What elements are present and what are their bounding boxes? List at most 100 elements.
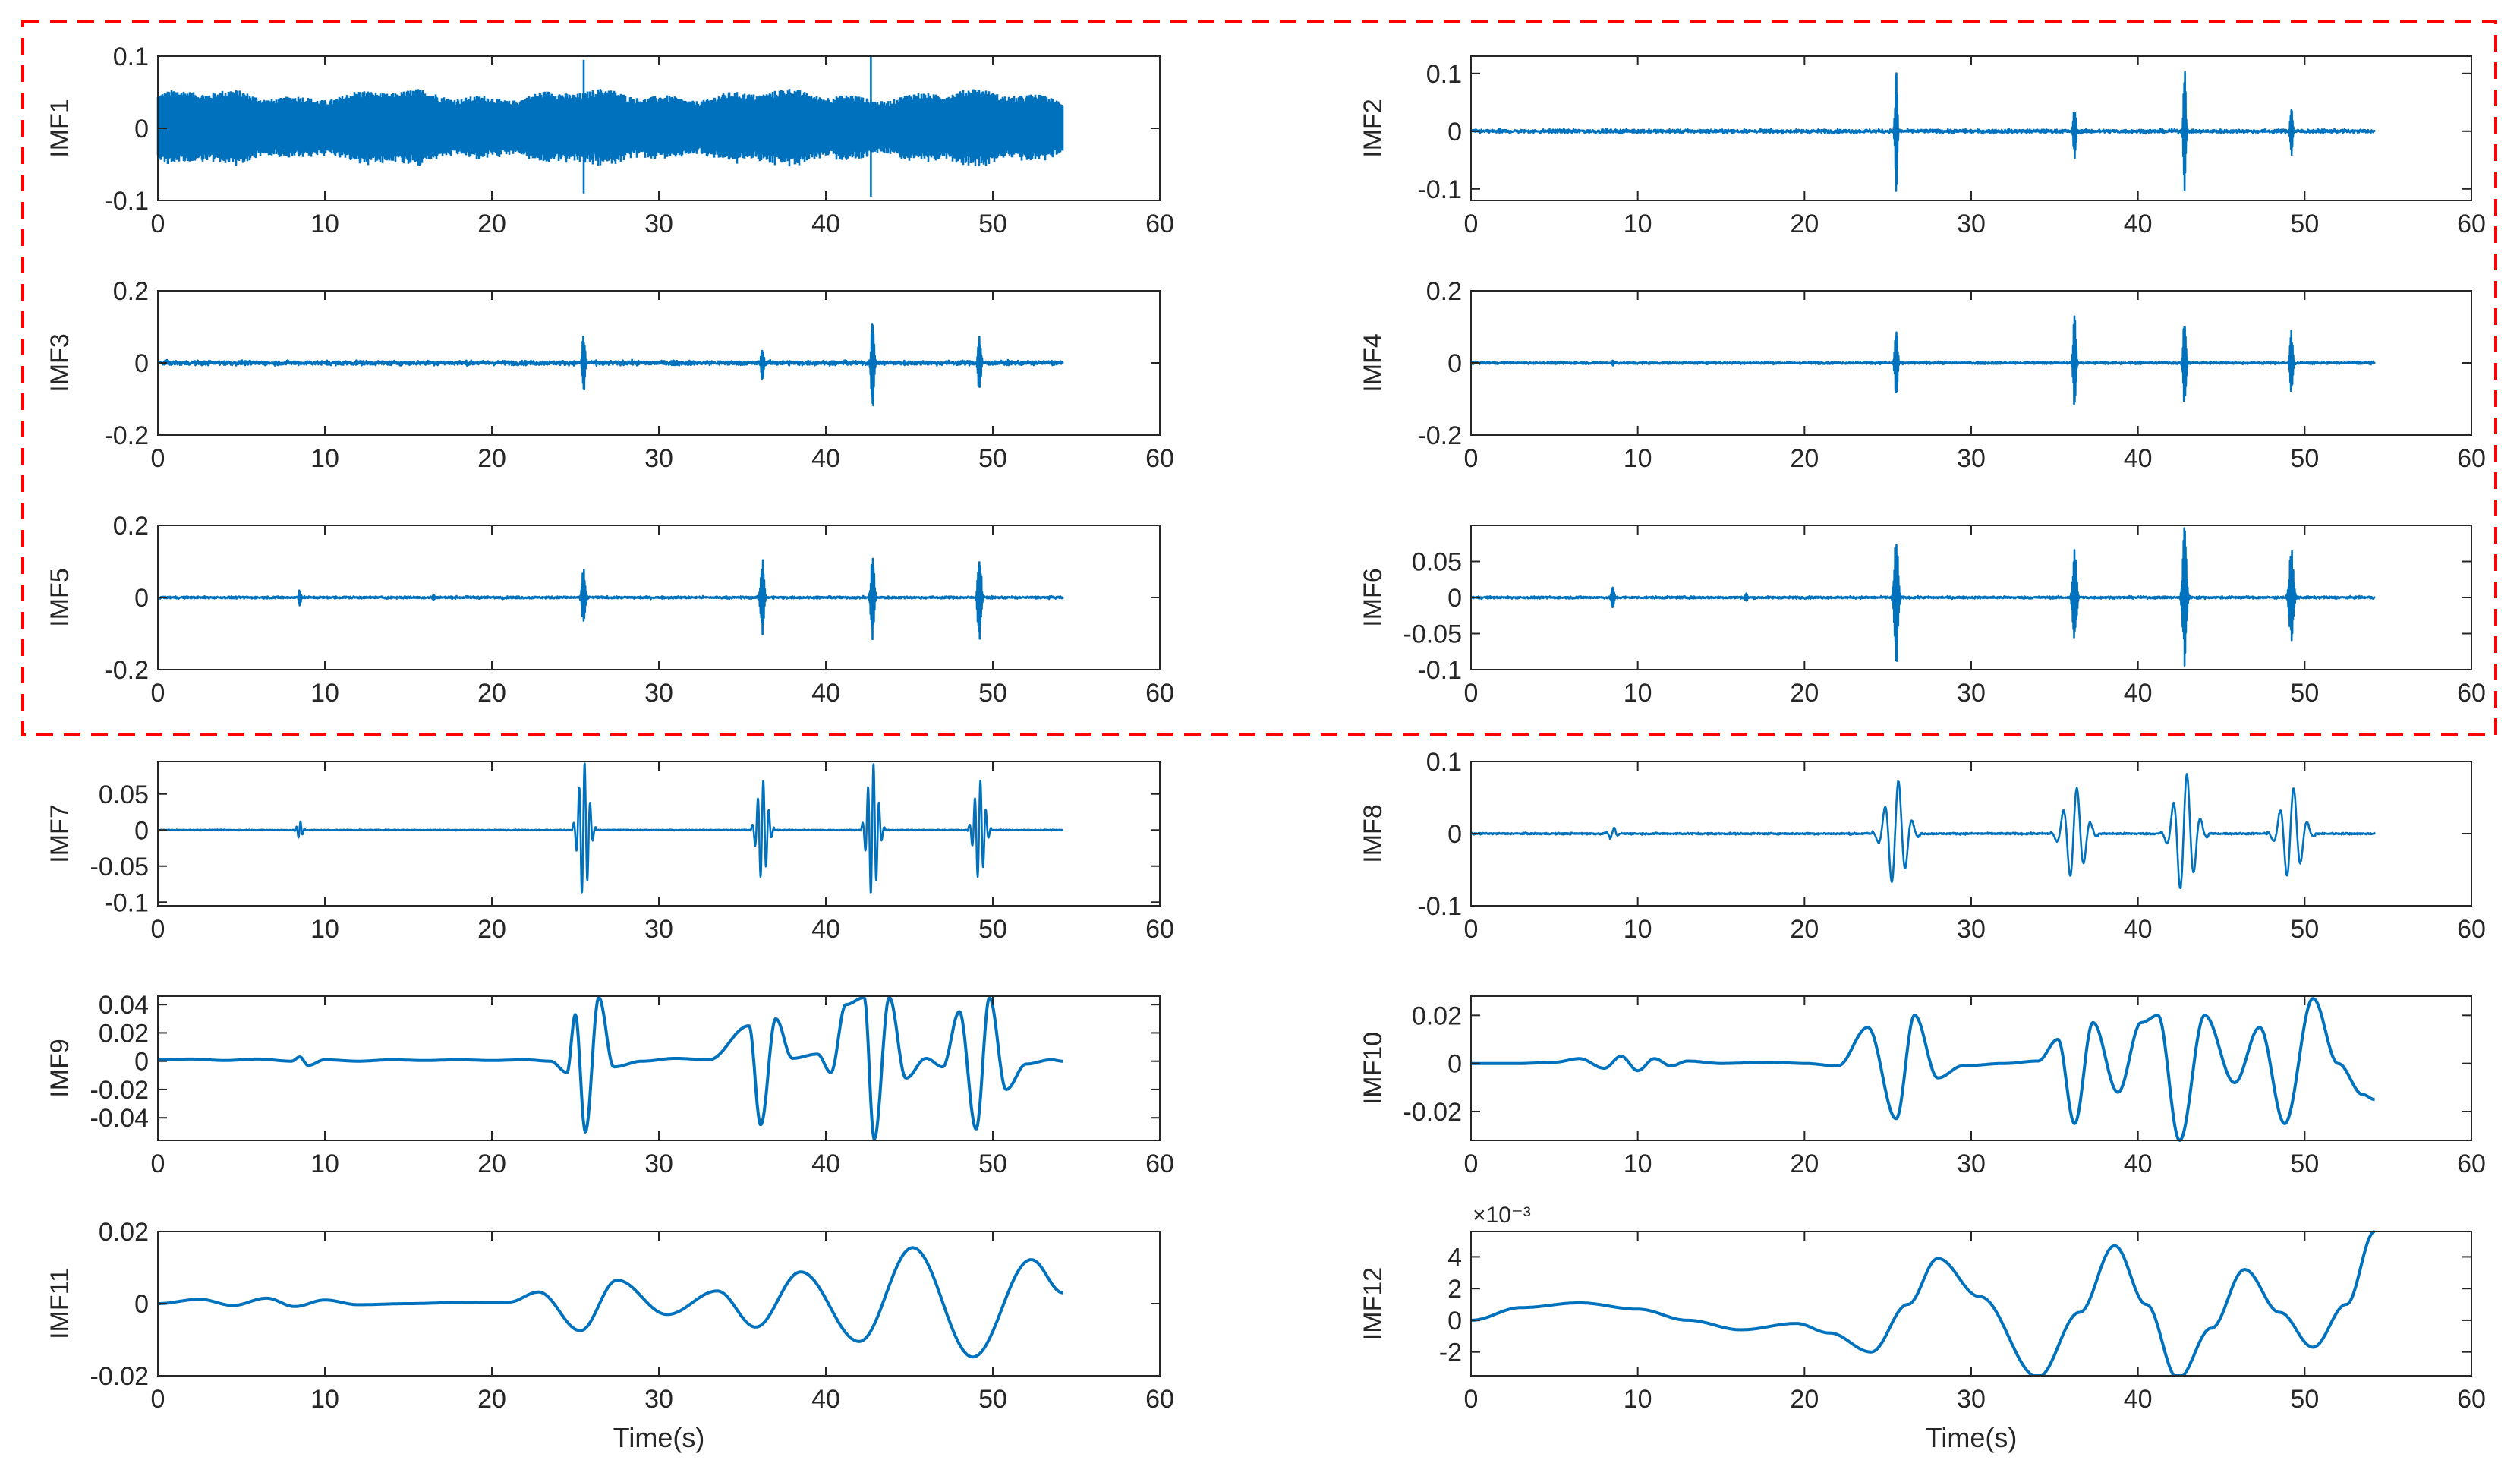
y-axis-label: IMF2 (1359, 99, 1388, 157)
y-tick-label: 0.05 (1412, 548, 1462, 577)
x-tick-label: 10 (310, 1149, 339, 1178)
x-tick-label: 0 (1464, 210, 1479, 238)
y-tick-label: -0.1 (1417, 175, 1462, 204)
x-tick-label: 30 (644, 915, 673, 944)
x-tick-label: 30 (1957, 1149, 1986, 1178)
x-tick-label: 30 (1957, 210, 1986, 238)
x-tick-label: 10 (1624, 444, 1652, 473)
x-tick-label: 60 (2457, 210, 2486, 238)
y-axis-label: IMF6 (1359, 568, 1388, 626)
x-tick-label: 20 (1790, 210, 1819, 238)
x-tick-label: 30 (644, 444, 673, 473)
x-tick-label: 10 (1624, 1149, 1652, 1178)
y-tick-label: 0 (1447, 349, 1462, 378)
x-tick-label: 20 (477, 915, 506, 944)
x-tick-label: 50 (2290, 1385, 2319, 1414)
x-tick-label: 40 (811, 444, 840, 473)
y-tick-label: 0 (134, 584, 149, 613)
x-tick-label: 10 (1624, 915, 1652, 944)
y-tick-label: -0.02 (90, 1362, 150, 1391)
x-tick-label: 60 (2457, 1149, 2486, 1178)
x-tick-label: 10 (1624, 679, 1652, 708)
x-tick-label: 30 (1957, 679, 1986, 708)
x-tick-label: 50 (2290, 679, 2319, 708)
y-tick-label: 0 (1447, 584, 1462, 613)
y-tick-label: 0 (134, 1290, 149, 1319)
x-tick-label: 40 (811, 1385, 840, 1414)
x-tick-label: 40 (2124, 679, 2153, 708)
x-tick-label: 50 (978, 915, 1007, 944)
x-tick-label: 60 (1145, 444, 1174, 473)
x-tick-label: 0 (151, 444, 165, 473)
x-tick-label: 30 (644, 1149, 673, 1178)
y-tick-label: -0.02 (1403, 1098, 1463, 1127)
x-tick-label: 30 (1957, 444, 1986, 473)
x-tick-label: 50 (2290, 444, 2319, 473)
x-tick-label: 30 (644, 679, 673, 708)
x-tick-label: 40 (811, 210, 840, 238)
y-tick-label: 4 (1447, 1243, 1462, 1272)
y-tick-label: -0.04 (90, 1104, 150, 1133)
x-tick-label: 10 (310, 679, 339, 708)
y-tick-label: 0.2 (113, 277, 149, 306)
series-imf5 (156, 557, 1064, 641)
y-axis-label: IMF4 (1359, 333, 1388, 392)
x-tick-label: 50 (2290, 1149, 2319, 1178)
x-tick-label: 40 (2124, 1149, 2153, 1178)
x-tick-label: 60 (2457, 444, 2486, 473)
x-tick-label: 10 (310, 210, 339, 238)
y-tick-label: 0.2 (113, 512, 149, 541)
y-tick-label: -0.2 (1417, 421, 1462, 450)
y-axis-label: IMF3 (46, 333, 74, 392)
y-axis-label: IMF9 (46, 1039, 74, 1097)
x-tick-label: 60 (2457, 679, 2486, 708)
x-tick-label: 60 (1145, 210, 1174, 238)
y-tick-label: -0.2 (104, 656, 149, 685)
y-axis-label: IMF12 (1359, 1267, 1388, 1340)
y-tick-label: -0.05 (1403, 620, 1463, 649)
panel-imf6: 0 10 20 30 40 50 60 0.05 0 -0.05 -0.1 IMF6 (1359, 525, 2486, 708)
y-tick-label: 0.2 (1426, 277, 1462, 306)
x-tick-label: 0 (151, 1385, 165, 1414)
x-tick-label: 10 (310, 444, 339, 473)
x-tick-label: 50 (978, 1149, 1007, 1178)
x-tick-label: 60 (2457, 915, 2486, 944)
x-tick-label: 60 (1145, 1149, 1174, 1178)
x-tick-label: 10 (310, 1385, 339, 1414)
y-tick-label: 0.05 (99, 780, 149, 809)
x-tick-label: 20 (1790, 1149, 1819, 1178)
y-axis-label: IMF5 (46, 568, 74, 626)
y-tick-label: -0.02 (90, 1076, 150, 1105)
series-imf7 (157, 762, 1064, 894)
x-tick-label: 50 (2290, 210, 2319, 238)
y-tick-label: 0.02 (99, 1218, 149, 1247)
x-tick-label: 0 (1464, 1149, 1479, 1178)
x-tick-label: 10 (1624, 210, 1652, 238)
x-tick-label: 10 (1624, 1385, 1652, 1414)
y-tick-label: 0.1 (113, 43, 149, 71)
x-axis-label: Time(s) (613, 1422, 705, 1453)
x-tick-label: 20 (477, 679, 506, 708)
x-tick-label: 60 (1145, 679, 1174, 708)
x-tick-label: 20 (1790, 1385, 1819, 1414)
y-tick-label: 0.1 (1426, 60, 1462, 89)
x-tick-label: 40 (811, 1149, 840, 1178)
series-imf2 (1469, 71, 2376, 192)
x-tick-label: 40 (2124, 1385, 2153, 1414)
x-tick-label: 0 (151, 1149, 165, 1178)
x-tick-label: 0 (151, 210, 165, 238)
x-tick-label: 40 (2124, 915, 2153, 944)
series-imf9 (157, 995, 1064, 1140)
x-tick-label: 30 (1957, 915, 1986, 944)
series-imf3 (156, 323, 1064, 407)
x-tick-label: 0 (1464, 444, 1479, 473)
x-tick-label: 20 (477, 1385, 506, 1414)
y-tick-label: -0.2 (104, 421, 149, 450)
series-imf12 (1470, 1230, 2376, 1377)
y-tick-label: 0 (134, 349, 149, 378)
